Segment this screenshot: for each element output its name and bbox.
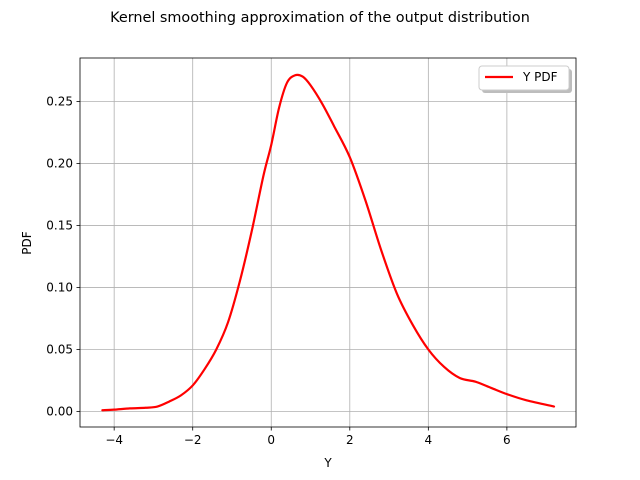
x-tick-label: 6 — [503, 433, 511, 447]
y-tick-label: 0.15 — [46, 218, 73, 232]
series-layer — [101, 73, 556, 412]
x-tick-label: −4 — [105, 433, 123, 447]
y-tick-label: 0.00 — [46, 404, 73, 418]
y-tick-label: 0.10 — [46, 280, 73, 294]
y-tick-label: 0.25 — [46, 94, 73, 108]
x-tick-label: 4 — [425, 433, 433, 447]
y-axis-label: PDF — [20, 231, 34, 254]
legend-box — [478, 65, 570, 91]
y-tick-label: 0.20 — [46, 156, 73, 170]
x-axis-label: Y — [323, 456, 332, 470]
legend-label-y-pdf: Y PDF — [522, 70, 558, 84]
plot-frame — [79, 57, 577, 428]
grid — [80, 58, 576, 427]
chart-title: Kernel smoothing approximation of the ou… — [110, 10, 530, 26]
series-line-y-pdf — [101, 73, 556, 412]
legend: Y PDF — [478, 65, 572, 93]
x-tick-label: −2 — [184, 433, 202, 447]
x-tick-label: 2 — [346, 433, 354, 447]
y-tick-label: 0.05 — [46, 342, 73, 356]
x-tick-label: 0 — [267, 433, 275, 447]
axis-ticks: −4 −2 0 2 4 6 0.00 0.05 0.10 0.15 0.20 0.25 — [46, 94, 510, 447]
